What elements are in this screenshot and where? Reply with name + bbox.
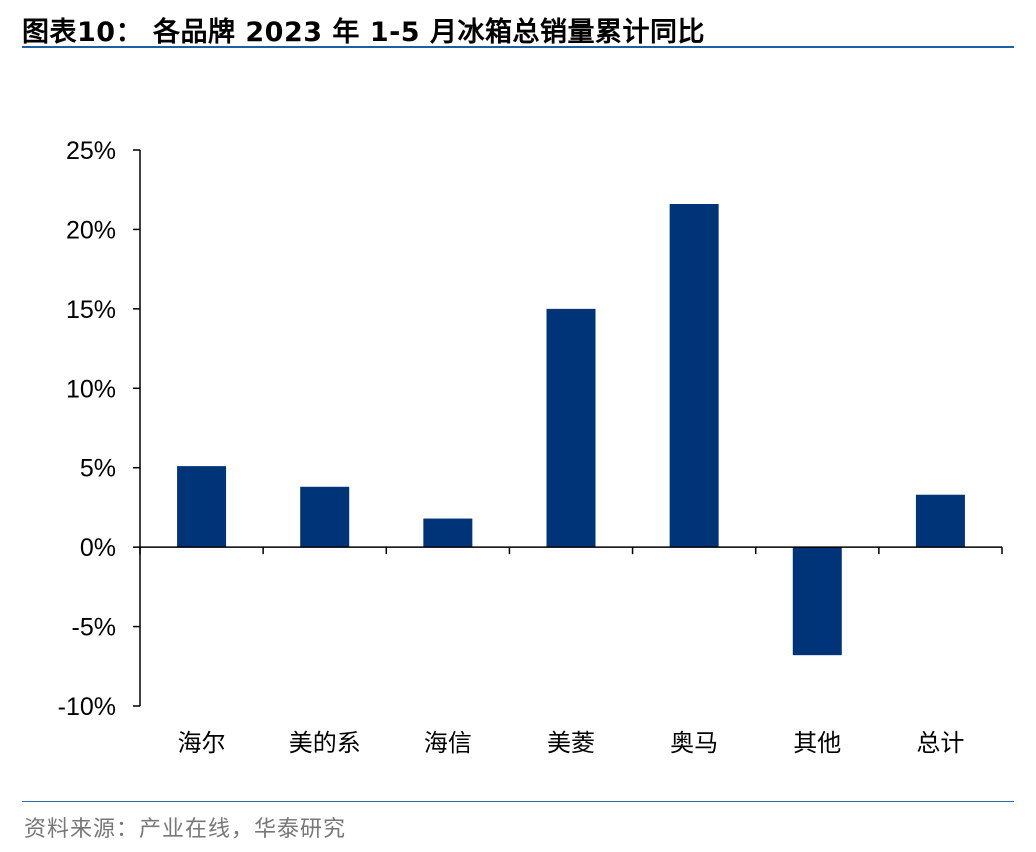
bar-美菱 (546, 308, 596, 548)
x-category-label: 总计 (916, 729, 964, 757)
y-axis: 25% 20% 15% 10% 5% 0% -5% -10% (58, 137, 141, 721)
x-axis: 海尔 美的系 海信 美菱 奥马 其他 总计 (139, 546, 1003, 757)
y-tick-label: 0% (80, 534, 116, 562)
y-tick-label: 10% (66, 375, 116, 403)
bar-美的系 (300, 486, 350, 548)
x-category-label: 奥马 (670, 729, 718, 757)
bar-chart: 25% 20% 15% 10% 5% 0% -5% -10% 海尔 美的系 海信 美菱 奥马 其他 总计 (58, 137, 1003, 757)
y-tick-label: 5% (80, 455, 116, 483)
footer-divider (22, 801, 1014, 802)
x-category-label: 美的系 (289, 729, 361, 757)
y-tick-label: 20% (66, 216, 116, 244)
x-category-label: 其他 (793, 729, 841, 757)
bar-奥马 (669, 204, 719, 548)
bar-海尔 (177, 466, 227, 548)
bar-其他 (792, 547, 842, 656)
y-tick-label: 25% (66, 137, 116, 165)
x-category-label: 美菱 (547, 729, 595, 757)
y-tick-label: -10% (58, 693, 116, 721)
source-note: 资料来源：产业在线，华泰研究 (24, 817, 347, 842)
chart-title: 图表10： 各品牌 2023 年 1-5 月冰箱总销量累计同比 (22, 17, 705, 48)
title-divider (22, 46, 1014, 48)
y-tick-label: -5% (72, 614, 116, 642)
bars (177, 204, 965, 656)
bar-总计 (915, 494, 965, 548)
x-category-label: 海尔 (178, 729, 226, 757)
bar-海信 (423, 518, 473, 548)
x-category-label: 海信 (424, 729, 472, 757)
y-tick-label: 15% (66, 296, 116, 324)
